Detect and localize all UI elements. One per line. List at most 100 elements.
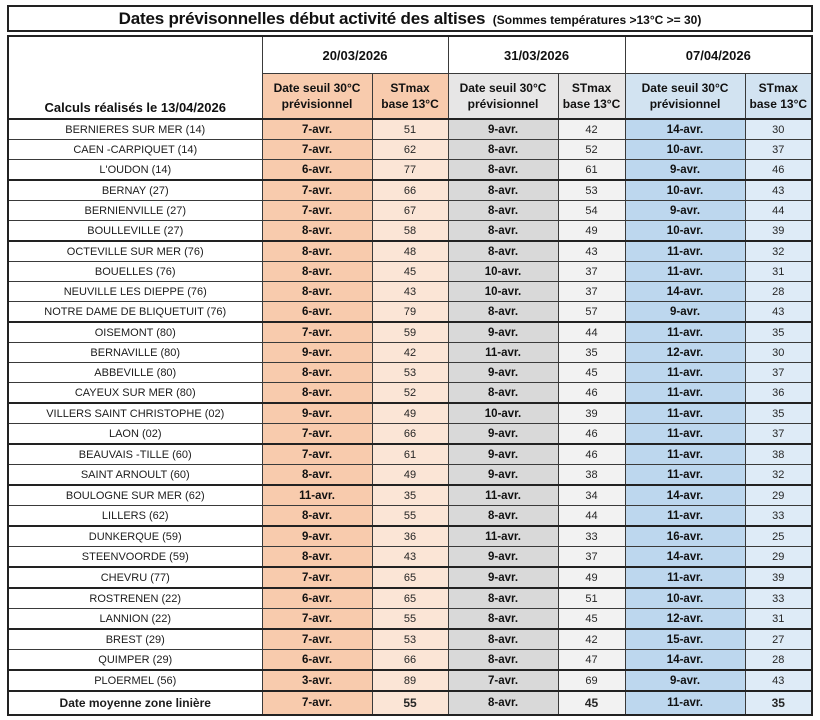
stmax-cell: 66 (371, 649, 449, 671)
stmax-cell: 43 (744, 179, 813, 201)
stmax-cell: 25 (744, 525, 813, 547)
date-seuil-cell: 9-avr. (624, 301, 746, 323)
stmax-cell: 61 (557, 159, 626, 181)
date-seuil-cell: 11-avr. (624, 321, 746, 343)
date-seuil-cell: 11-avr. (261, 484, 373, 506)
date-seuil-cell: 8-avr. (261, 362, 373, 383)
date-seuil-cell: 15-avr. (624, 628, 746, 650)
date-seuil-cell: 9-avr. (624, 200, 746, 221)
date-seuil-cell: 14-avr. (624, 281, 746, 302)
date-seuil-cell: 10-avr. (624, 139, 746, 160)
stmax-cell: 37 (557, 261, 626, 282)
stmax-cell: 35 (744, 690, 813, 716)
date-seuil-cell: 8-avr. (447, 139, 559, 160)
stmax-cell: 46 (557, 443, 626, 465)
stmax-cell: 39 (557, 402, 626, 424)
date-seuil-cell: 8-avr. (447, 587, 559, 609)
stmax-cell: 35 (744, 321, 813, 343)
stmax-cell: 29 (744, 484, 813, 506)
stmax-cell: 67 (371, 200, 449, 221)
stmax-cell: 51 (557, 587, 626, 609)
date-seuil-cell: 10-avr. (447, 402, 559, 424)
stmax-cell: 58 (371, 220, 449, 242)
location-cell: DUNKERQUE (59) (7, 525, 263, 547)
stmax-cell: 42 (557, 118, 626, 140)
subheader-line: Date seuil 30°C (641, 80, 729, 95)
table-row: NOTRE DAME DE BLIQUETUIT (76) 6-avr. 79 8-a… (7, 301, 813, 323)
date-seuil-cell: 7-avr. (261, 139, 373, 160)
location-cell: OCTEVILLE SUR MER (76) (7, 240, 263, 262)
stmax-cell: 46 (557, 382, 626, 404)
stmax-cell: 52 (557, 139, 626, 160)
table-row: BOULLEVILLE (27) 8-avr. 58 8-avr. 49 10-avr. 3… (7, 220, 813, 242)
date-seuil-cell: 8-avr. (447, 220, 559, 242)
location-cell: SAINT ARNOULT (60) (7, 464, 263, 486)
summary-row: Date moyenne zone linière 7-avr. 55 8-avr. 4… (7, 690, 813, 716)
subheader-stmax-2: STmax base 13°C (557, 73, 626, 120)
stmax-cell: 37 (557, 546, 626, 568)
date-seuil-cell: 9-avr. (447, 566, 559, 589)
date-seuil-cell: 8-avr. (261, 281, 373, 302)
table-row: BOUELLES (76) 8-avr. 45 10-avr. 37 11-avr. 31 (7, 261, 813, 282)
location-cell: NEUVILLE LES DIEPPE (76) (7, 281, 263, 302)
date-seuil-cell: 8-avr. (447, 240, 559, 262)
location-cell: BEAUVAIS -TILLE (60) (7, 443, 263, 465)
date-seuil-cell: 11-avr. (624, 382, 746, 404)
date-seuil-cell: 16-avr. (624, 525, 746, 547)
stmax-cell: 28 (744, 649, 813, 671)
date-seuil-cell: 8-avr. (447, 608, 559, 630)
date-seuil-cell: 8-avr. (447, 200, 559, 221)
date-seuil-cell: 7-avr. (261, 321, 373, 343)
date-seuil-cell: 8-avr. (447, 179, 559, 201)
date-group-3-header: 07/04/2026 (624, 35, 813, 74)
table-row: BERNIENVILLE (27) 7-avr. 67 8-avr. 54 9-avr. 4… (7, 200, 813, 221)
stmax-cell: 36 (371, 525, 449, 547)
date-seuil-cell: 9-avr. (624, 159, 746, 181)
subheader-line: STmax (571, 80, 612, 95)
stmax-cell: 43 (371, 281, 449, 302)
stmax-cell: 39 (744, 220, 813, 242)
stmax-cell: 55 (371, 505, 449, 527)
location-cell: CAEN -CARPIQUET (14) (7, 139, 263, 160)
date-seuil-cell: 9-avr. (261, 525, 373, 547)
location-cell: BERNAVILLE (80) (7, 342, 263, 363)
stmax-cell: 38 (557, 464, 626, 486)
location-cell: Date moyenne zone linière (7, 690, 263, 716)
date-seuil-cell: 8-avr. (261, 220, 373, 242)
date-seuil-cell: 11-avr. (624, 464, 746, 486)
table-row: VILLERS SAINT CHRISTOPHE (02) 9-avr. 49 10-… (7, 402, 813, 424)
stmax-cell: 33 (744, 505, 813, 527)
table-footer: Date moyenne zone linière 7-avr. 55 8-avr. 4… (7, 690, 813, 716)
stmax-cell: 46 (744, 159, 813, 181)
location-cell: LAON (02) (7, 423, 263, 445)
date-seuil-cell: 10-avr. (624, 220, 746, 242)
stmax-cell: 43 (557, 240, 626, 262)
table-row: CHEVRU (77) 7-avr. 65 9-avr. 49 11-avr. 39 (7, 566, 813, 589)
date-seuil-cell: 10-avr. (447, 261, 559, 282)
location-cell: L'OUDON (14) (7, 159, 263, 181)
stmax-cell: 62 (371, 139, 449, 160)
stmax-cell: 45 (371, 261, 449, 282)
date-seuil-cell: 8-avr. (261, 546, 373, 568)
date-seuil-cell: 11-avr. (624, 261, 746, 282)
date-seuil-cell: 8-avr. (261, 464, 373, 486)
subheader-stmax-3: STmax base 13°C (744, 73, 813, 120)
table-row: OISEMONT (80) 7-avr. 59 9-avr. 44 11-avr. 35 (7, 321, 813, 343)
table-row: PLOERMEL (56) 3-avr. 89 7-avr. 69 9-avr. 43 (7, 669, 813, 692)
table-title: Dates prévisonnelles début activité des … (7, 5, 813, 32)
stmax-cell: 33 (557, 525, 626, 547)
stmax-cell: 43 (371, 546, 449, 568)
stmax-cell: 53 (557, 179, 626, 201)
date-seuil-cell: 8-avr. (447, 301, 559, 323)
stmax-cell: 31 (744, 261, 813, 282)
date-seuil-cell: 11-avr. (624, 443, 746, 465)
date-seuil-cell: 8-avr. (447, 649, 559, 671)
stmax-cell: 44 (557, 505, 626, 527)
location-cell: OISEMONT (80) (7, 321, 263, 343)
table-row: NEUVILLE LES DIEPPE (76) 8-avr. 43 10-avr. 3… (7, 281, 813, 302)
date-seuil-cell: 7-avr. (261, 628, 373, 650)
stmax-cell: 43 (744, 301, 813, 323)
location-cell: QUIMPER (29) (7, 649, 263, 671)
date-seuil-cell: 7-avr. (261, 200, 373, 221)
subheader-line: STmax (390, 80, 430, 95)
